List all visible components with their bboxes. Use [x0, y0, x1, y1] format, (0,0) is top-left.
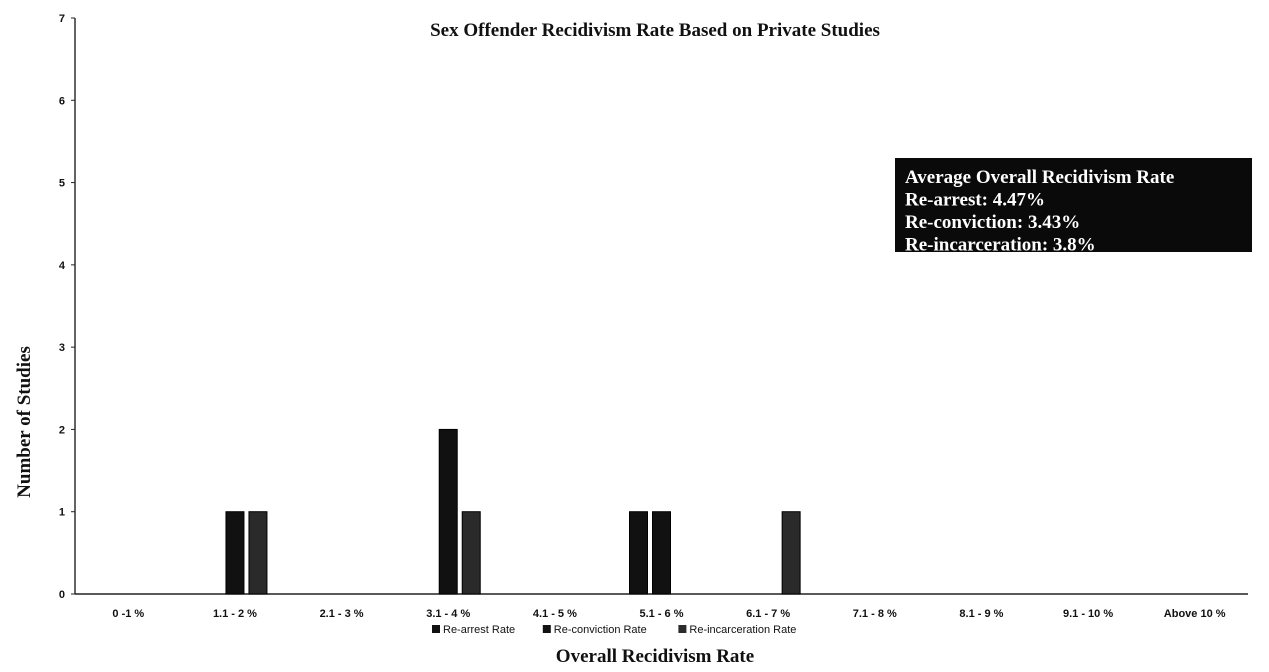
x-tick-label: 1.1 - 2 % — [213, 608, 257, 620]
legend-label: Re-conviction Rate — [554, 624, 647, 636]
bar — [629, 511, 648, 595]
x-tick-label: 6.1 - 7 % — [746, 608, 790, 620]
x-tick-label: 3.1 - 4 % — [426, 608, 470, 620]
bar — [461, 511, 481, 595]
annotation-box — [895, 158, 1252, 252]
y-ticks: 0 1 2 3 4 5 6 7 — [59, 13, 75, 601]
bar — [652, 511, 671, 595]
bars — [225, 428, 801, 595]
x-ticks: 0 -1 % 1.1 - 2 % 2.1 - 3 % 3.1 - 4 % 4.1 - 5… — [112, 608, 1225, 620]
x-tick-label: 7.1 - 8 % — [853, 608, 897, 620]
y-tick-label: 5 — [59, 178, 65, 190]
x-axis-label: Overall Recidivism Rate — [556, 646, 754, 667]
x-tick-label: 5.1 - 6 % — [639, 608, 683, 620]
average-rate-annotation: Average Overall Recidivism RateRe-arrest… — [895, 158, 1252, 256]
x-tick-label: Above 10 % — [1164, 608, 1226, 620]
legend-swatch — [678, 625, 687, 633]
y-tick-label: 7 — [59, 13, 65, 25]
y-axis-label: Number of Studies — [14, 346, 35, 498]
legend-label: Re-arrest Rate — [443, 624, 515, 636]
x-tick-label: 0 -1 % — [112, 608, 144, 620]
bar — [225, 511, 245, 595]
annotation-line: Re-conviction: 3.43% — [905, 212, 1080, 233]
x-tick-label: 2.1 - 3 % — [320, 608, 364, 620]
annotation-line: Average Overall Recidivism Rate — [905, 167, 1174, 188]
legend: Re-arrest Rate Re-conviction Rate Re-incar… — [432, 624, 796, 636]
annotation-line: Re-incarceration: 3.8% — [905, 235, 1096, 256]
y-tick-label: 6 — [59, 95, 65, 107]
y-tick-label: 1 — [59, 507, 65, 519]
chart-title: Sex Offender Recidivism Rate Based on Pr… — [430, 20, 880, 41]
x-tick-label: 9.1 - 10 % — [1063, 608, 1113, 620]
annotation-line: Re-arrest: 4.47% — [905, 190, 1045, 211]
bar — [781, 511, 801, 595]
legend-swatch — [432, 625, 440, 633]
legend-swatch — [542, 625, 551, 633]
y-tick-label: 3 — [59, 342, 65, 354]
y-tick-label: 4 — [59, 260, 66, 272]
bar — [438, 428, 458, 595]
legend-label: Re-incarceration Rate — [689, 624, 796, 636]
x-tick-label: 4.1 - 5 % — [533, 608, 577, 620]
y-tick-label: 0 — [59, 589, 65, 601]
bar — [248, 511, 268, 595]
x-tick-label: 8.1 - 9 % — [959, 608, 1003, 620]
y-tick-label: 2 — [59, 424, 65, 436]
